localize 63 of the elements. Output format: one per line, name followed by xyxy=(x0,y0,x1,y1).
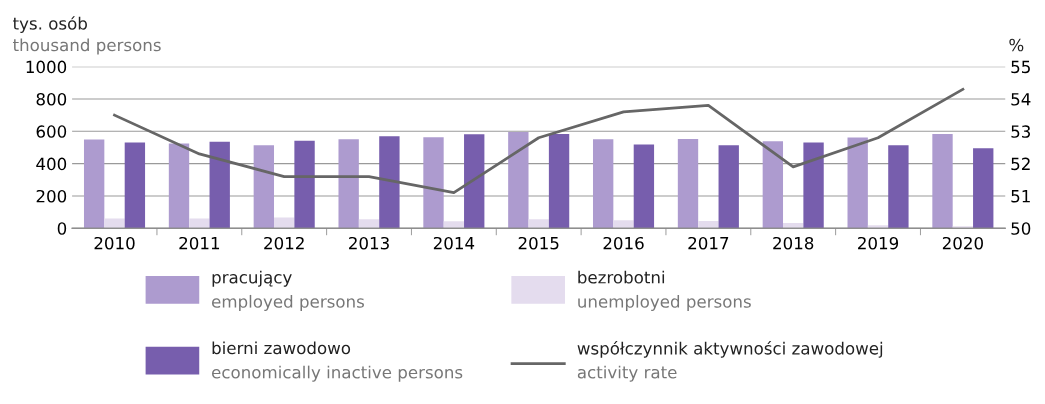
bar xyxy=(698,220,719,229)
y2-tick-label: 53 xyxy=(1011,125,1031,138)
bar xyxy=(803,142,824,229)
bar xyxy=(888,145,909,229)
bar xyxy=(952,226,974,229)
x-tick-label: 2017 xyxy=(688,236,729,250)
bar xyxy=(124,142,146,229)
bar xyxy=(294,140,315,229)
legend-label: bierni zawodowo economically inactive persons xyxy=(212,341,463,382)
line-series xyxy=(113,87,965,195)
bar xyxy=(548,134,570,229)
y-tick-label: 800 xyxy=(36,92,67,106)
bar xyxy=(338,139,359,229)
bar xyxy=(867,225,889,229)
x-tick-label: 2015 xyxy=(518,236,559,250)
x-tick-label: 2014 xyxy=(433,236,475,250)
bar xyxy=(762,141,784,229)
y-tick-label: 1000 xyxy=(26,60,67,74)
y2-axis-title: % xyxy=(1009,38,1024,52)
x-tick-label: 2018 xyxy=(773,236,814,250)
bar xyxy=(168,143,190,229)
bar xyxy=(83,139,105,229)
bar xyxy=(274,217,295,229)
bar xyxy=(464,134,485,229)
bar xyxy=(592,139,614,229)
y-tick-label: 0 xyxy=(57,222,67,235)
bar xyxy=(209,141,230,229)
bar xyxy=(443,221,465,229)
bar xyxy=(423,137,444,229)
bar xyxy=(613,220,634,229)
y-tick-label: 200 xyxy=(36,189,67,203)
bar xyxy=(973,148,994,229)
x-tick-label: 2012 xyxy=(264,236,304,250)
x-tick-label: 2010 xyxy=(94,236,135,250)
bar xyxy=(932,134,953,229)
y2-tick-label: 52 xyxy=(1011,157,1030,171)
legend-label: bezrobotni unemployed persons xyxy=(578,270,751,312)
y2-tick-label: 55 xyxy=(1011,60,1030,74)
y2-tick-label: 51 xyxy=(1011,190,1030,203)
y-axis-title: tys. osób thousand persons xyxy=(12,16,161,55)
x-tick-label: 2020 xyxy=(942,236,983,250)
bar xyxy=(633,144,655,229)
bar xyxy=(379,136,400,229)
bar xyxy=(847,137,868,229)
bar xyxy=(358,219,380,229)
x-tick-label: 2019 xyxy=(858,236,899,250)
bar xyxy=(677,138,699,229)
y-tick-label: 400 xyxy=(36,157,67,171)
y2-tick-label: 50 xyxy=(1011,222,1031,235)
bar xyxy=(189,218,210,229)
bar xyxy=(253,145,275,229)
bar xyxy=(528,219,549,229)
legend-label: pracujący employed persons xyxy=(212,270,364,312)
bar xyxy=(508,131,529,229)
legend-label: współczynnik aktywności zawodowej activity rate xyxy=(577,341,883,382)
bar xyxy=(104,218,125,229)
y2-tick-label: 54 xyxy=(1011,93,1031,106)
bar xyxy=(718,145,739,229)
y-tick-label: 600 xyxy=(36,125,67,138)
bar xyxy=(783,223,804,229)
x-tick-label: 2011 xyxy=(179,236,220,250)
x-tick-label: 2016 xyxy=(603,236,644,250)
x-tick-label: 2013 xyxy=(349,236,389,250)
